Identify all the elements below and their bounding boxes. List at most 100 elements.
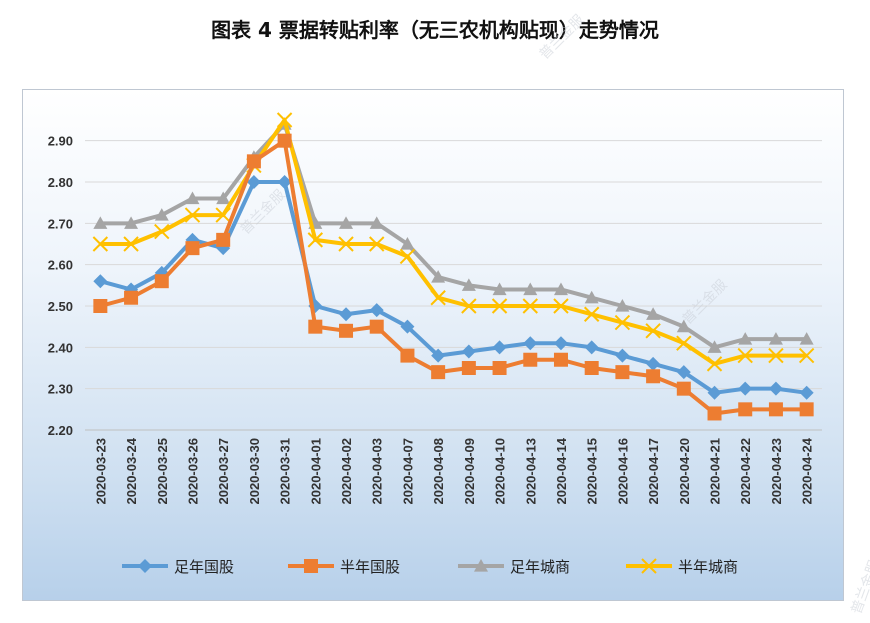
x-stroke <box>768 347 784 364</box>
x-tick-label: 2020-04-15 <box>585 438 600 505</box>
data-point-triangle <box>216 191 231 205</box>
data-point-diamond <box>615 348 630 363</box>
data-point-x <box>276 112 293 128</box>
data-point-triangle <box>400 237 415 250</box>
x-tick-label: 2020-03-23 <box>93 438 108 505</box>
data-point-diamond <box>768 381 783 396</box>
series-line <box>100 118 807 366</box>
legend-label: 足年城商 <box>510 558 570 576</box>
data-point-square <box>185 241 200 256</box>
data-point-triangle <box>369 216 384 229</box>
data-point-square <box>707 406 722 421</box>
x-stroke <box>123 236 139 252</box>
watermark: 普兰金服 <box>238 187 289 238</box>
data-point-square <box>615 365 630 380</box>
data-point-square <box>277 133 292 148</box>
data-point-square <box>799 402 814 417</box>
x-tick-label: 2020-04-09 <box>462 438 477 505</box>
data-point-triangle <box>461 278 476 291</box>
data-point-diamond <box>277 175 292 189</box>
series-3 <box>92 112 815 372</box>
data-point-square <box>553 352 568 367</box>
data-point-triangle <box>339 216 354 229</box>
x-tick-label: 2020-03-31 <box>278 438 293 505</box>
data-point-x <box>798 347 815 364</box>
data-point-diamond <box>676 365 691 380</box>
x-tick-label: 2020-03-25 <box>155 438 170 505</box>
data-point-triangle <box>615 299 630 312</box>
data-point-triangle <box>584 290 599 304</box>
legend-label: 半年国股 <box>340 558 400 576</box>
data-point-diamond <box>738 381 753 396</box>
data-point-triangle <box>646 307 661 320</box>
data-point-square <box>768 402 783 417</box>
data-point-x <box>737 347 753 364</box>
data-point-diamond <box>492 340 507 355</box>
data-point-diamond <box>93 274 108 289</box>
data-point-triangle <box>474 559 488 572</box>
data-point-triangle <box>553 282 568 296</box>
data-point-square <box>646 369 661 384</box>
data-point-triangle <box>93 216 108 229</box>
y-axis-ticks: 2.20 2.30 2.40 2.50 2.60 2.70 2.80 2.90 <box>48 134 73 438</box>
data-point-triangle <box>738 332 753 345</box>
chart-area <box>22 89 844 601</box>
data-point-x <box>583 306 600 322</box>
data-point-diamond <box>138 559 152 573</box>
data-point-x <box>123 236 139 252</box>
x-stroke <box>553 298 569 314</box>
series-2 <box>93 117 814 353</box>
data-point-diamond <box>553 336 568 351</box>
data-point-triangle <box>523 282 538 296</box>
data-point-x <box>92 236 109 252</box>
y-tick-label: 2.40 <box>48 340 73 355</box>
x-tick-label: 2020-04-07 <box>400 438 415 505</box>
data-point-square <box>246 154 261 169</box>
data-point-diamond <box>523 336 538 351</box>
watermark: 普兰金服 <box>537 12 588 63</box>
x-tick-label: 2020-04-23 <box>769 438 784 505</box>
y-tick-label: 2.50 <box>48 299 73 314</box>
data-point-x <box>338 236 354 252</box>
y-tick-label: 2.70 <box>48 216 73 231</box>
data-point-diamond <box>799 385 814 400</box>
data-point-diamond <box>400 319 415 334</box>
data-point-square <box>339 323 354 338</box>
data-point-triangle <box>185 191 200 205</box>
y-tick-label: 2.80 <box>48 175 73 190</box>
data-point-square <box>492 361 507 375</box>
x-tick-label: 2020-04-16 <box>615 438 630 505</box>
data-point-diamond <box>584 340 599 355</box>
chart-title: 图表 4 票据转贴利率（无三农机构贴现）走势情况 <box>211 18 659 42</box>
series-0 <box>93 175 814 400</box>
x-stroke <box>798 347 815 364</box>
gridlines <box>85 140 822 431</box>
x-stroke <box>92 236 109 252</box>
legend-item: 半年城商 <box>626 558 738 576</box>
data-point-square <box>154 274 169 289</box>
legend-label: 半年城商 <box>678 558 738 576</box>
x-stroke <box>641 558 657 574</box>
y-tick-label: 2.90 <box>48 134 73 149</box>
data-point-diamond <box>461 344 476 359</box>
data-point-square <box>431 365 446 380</box>
legend-item: 足年国股 <box>122 558 234 576</box>
data-point-diamond <box>339 307 354 322</box>
x-stroke <box>399 248 416 265</box>
data-point-x <box>553 298 569 314</box>
x-stroke <box>215 207 231 223</box>
data-point-diamond <box>246 175 261 189</box>
data-point-triangle <box>707 340 722 353</box>
legend-item: 半年国股 <box>288 558 400 576</box>
data-point-square <box>400 348 415 363</box>
data-point-x <box>461 298 477 314</box>
x-tick-label: 2020-03-24 <box>124 437 139 504</box>
x-stroke <box>369 236 385 252</box>
x-tick-label: 2020-04-02 <box>339 438 354 505</box>
x-tick-label: 2020-04-14 <box>554 437 569 504</box>
x-stroke <box>706 356 723 372</box>
y-tick-label: 2.60 <box>48 258 73 273</box>
x-tick-label: 2020-04-20 <box>677 438 692 505</box>
data-point-x <box>307 232 324 248</box>
data-point-x <box>645 323 661 339</box>
